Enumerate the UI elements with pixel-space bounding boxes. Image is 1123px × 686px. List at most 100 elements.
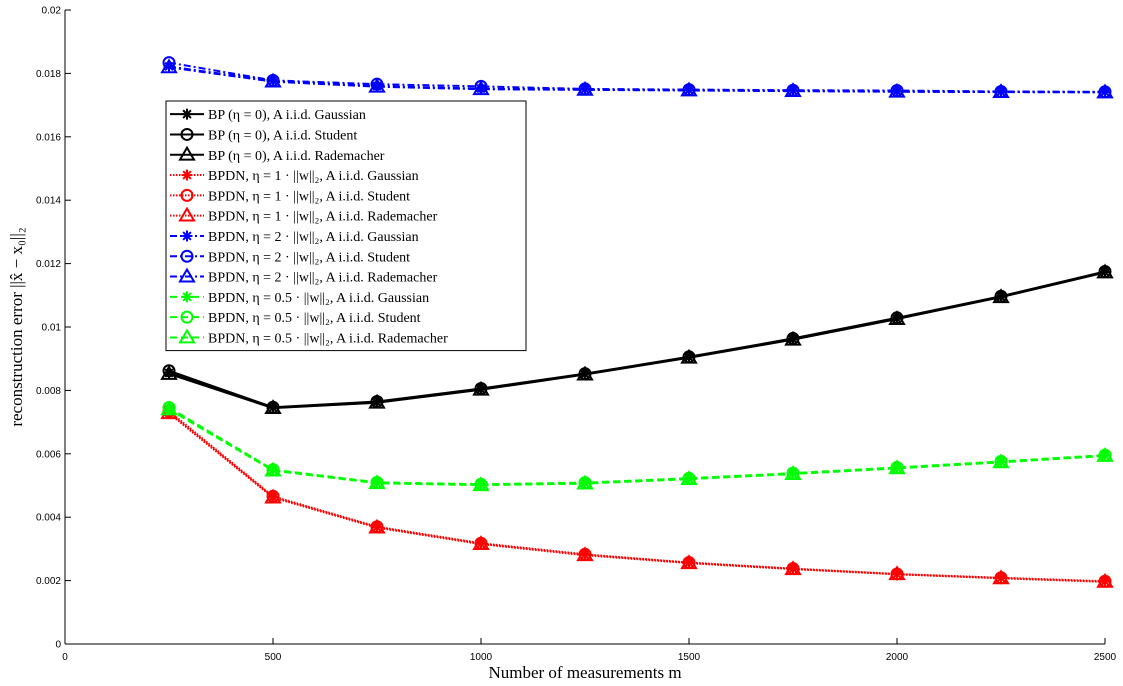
data-point [888,310,906,325]
triangle-marker [992,569,1010,585]
triangle-marker [784,330,802,346]
triangle-marker [888,565,906,581]
triangle-marker [784,465,802,480]
data-point [888,459,906,475]
triangle-marker [576,474,594,490]
legend-label: BPDN, η = 2 · ||w||₂, A i.i.d. Gaussian [208,230,419,245]
triangle-marker [264,399,282,415]
data-point [1096,83,1114,99]
y-tick-label: 0.02 [42,6,62,17]
series-layer [160,56,1114,588]
y-tick-label: 0.012 [36,259,61,270]
triangle-marker [160,364,178,380]
triangle-marker [576,365,594,381]
legend-item: BP (η = 0), A i.i.d. Rademacher [170,145,385,164]
triangle-marker [1096,263,1114,279]
legend-label: BP (η = 0), A i.i.d. Student [208,128,357,143]
data-point [1096,447,1114,462]
triangle-marker [992,288,1010,304]
triangle-marker [264,72,282,88]
legend-box [165,100,527,352]
legend-item: BPDN, η = 1 · ||w||₂, A i.i.d. Student [170,188,410,204]
y-tick-label: 0.014 [36,196,61,207]
legend-item: BPDN, η = 0.5 · ||w||₂, A i.i.d. Student [170,310,421,326]
triangle-marker [576,80,594,96]
legend-item: BPDN, η = 0.5 · ||w||₂, A i.i.d. Gaussia… [170,291,429,306]
legend-item: BPDN, η = 0.5 · ||w||₂, A i.i.d. Rademac… [170,328,448,346]
data-point [472,535,490,551]
legend-label: BPDN, η = 1 · ||w||₂, A i.i.d. Rademache… [208,210,438,225]
y-axis-label: reconstruction error ||x̂ − x₀||₂ [7,227,26,426]
legend-marker [181,169,193,181]
circle-marker [180,127,194,141]
triangle-marker [472,80,490,96]
data-point [160,364,178,380]
data-point [992,453,1010,469]
data-point [1096,572,1114,588]
legend-marker [178,206,196,222]
data-point [576,546,594,562]
legend-label: BPDN, η = 2 · ||w||₂, A i.i.d. Student [208,250,410,265]
y-tick-label: 0 [55,640,61,651]
data-point [576,474,594,490]
data-point [264,399,282,415]
y-tick-label: 0.004 [36,513,61,524]
legend-marker [181,230,193,242]
legend-marker [181,108,193,120]
y-tick-label: 0.016 [36,132,61,143]
legend-label: BPDN, η = 0.5 · ||w||₂, A i.i.d. Student [208,311,421,326]
legend-label: BPDN, η = 2 · ||w||₂, A i.i.d. Rademache… [208,271,438,286]
series-line [168,408,1106,487]
axes: 0 500 1000 1500 2000 2500 0 0.002 0.004 0.006 0.00… [36,6,1117,664]
series-line [168,66,1106,94]
triangle-marker [472,476,490,492]
legend-marker [180,310,194,324]
legend-item: BP (η = 0), A i.i.d. Student [170,127,357,143]
data-point [576,365,594,381]
data-point [264,461,282,477]
triangle-marker [178,267,196,283]
x-tick-label: 2500 [1094,652,1117,663]
legend-label: BPDN, η = 1 · ||w||₂, A i.i.d. Student [208,189,410,204]
x-tick-label: 1000 [470,652,493,663]
triangle-marker [472,535,490,551]
legend-marker [178,145,196,161]
triangle-marker [992,83,1010,99]
legend-item: BPDN, η = 1 · ||w||₂, A i.i.d. Rademache… [170,206,438,225]
triangle-marker [784,560,802,576]
data-point [160,400,178,416]
data-point [160,58,178,74]
data-point [680,348,698,364]
legend-marker [180,249,194,263]
triangle-marker [680,554,698,570]
triangle-marker [680,470,698,486]
legend-marker [178,328,196,344]
data-point [680,470,698,486]
legend-item: BPDN, η = 2 · ||w||₂, A i.i.d. Student [170,249,410,265]
legend-marker [181,291,193,303]
series-3 [160,263,1114,415]
y-tick-label: 0.008 [36,386,61,397]
data-point [368,77,386,93]
triangle-marker [680,348,698,364]
data-point [472,476,490,492]
data-point [368,474,386,490]
circle-marker [180,310,194,324]
data-point [888,565,906,581]
triangle-marker [472,380,490,396]
triangle-marker [1096,447,1114,462]
triangle-marker [888,310,906,325]
series-9 [160,58,1114,99]
triangle-marker [1096,572,1114,588]
data-point [784,330,802,346]
legend-label: BPDN, η = 0.5 · ||w||₂, A i.i.d. Gaussia… [208,291,429,306]
x-axis-label: Number of measurements m [488,663,681,682]
triangle-marker [368,474,386,490]
series-line [168,412,1106,583]
x-tick-label: 2000 [886,652,909,663]
star-stroke [182,292,192,302]
legend-item: BPDN, η = 2 · ||w||₂, A i.i.d. Gaussian [170,230,419,245]
data-point [368,393,386,409]
triangle-marker [992,453,1010,469]
